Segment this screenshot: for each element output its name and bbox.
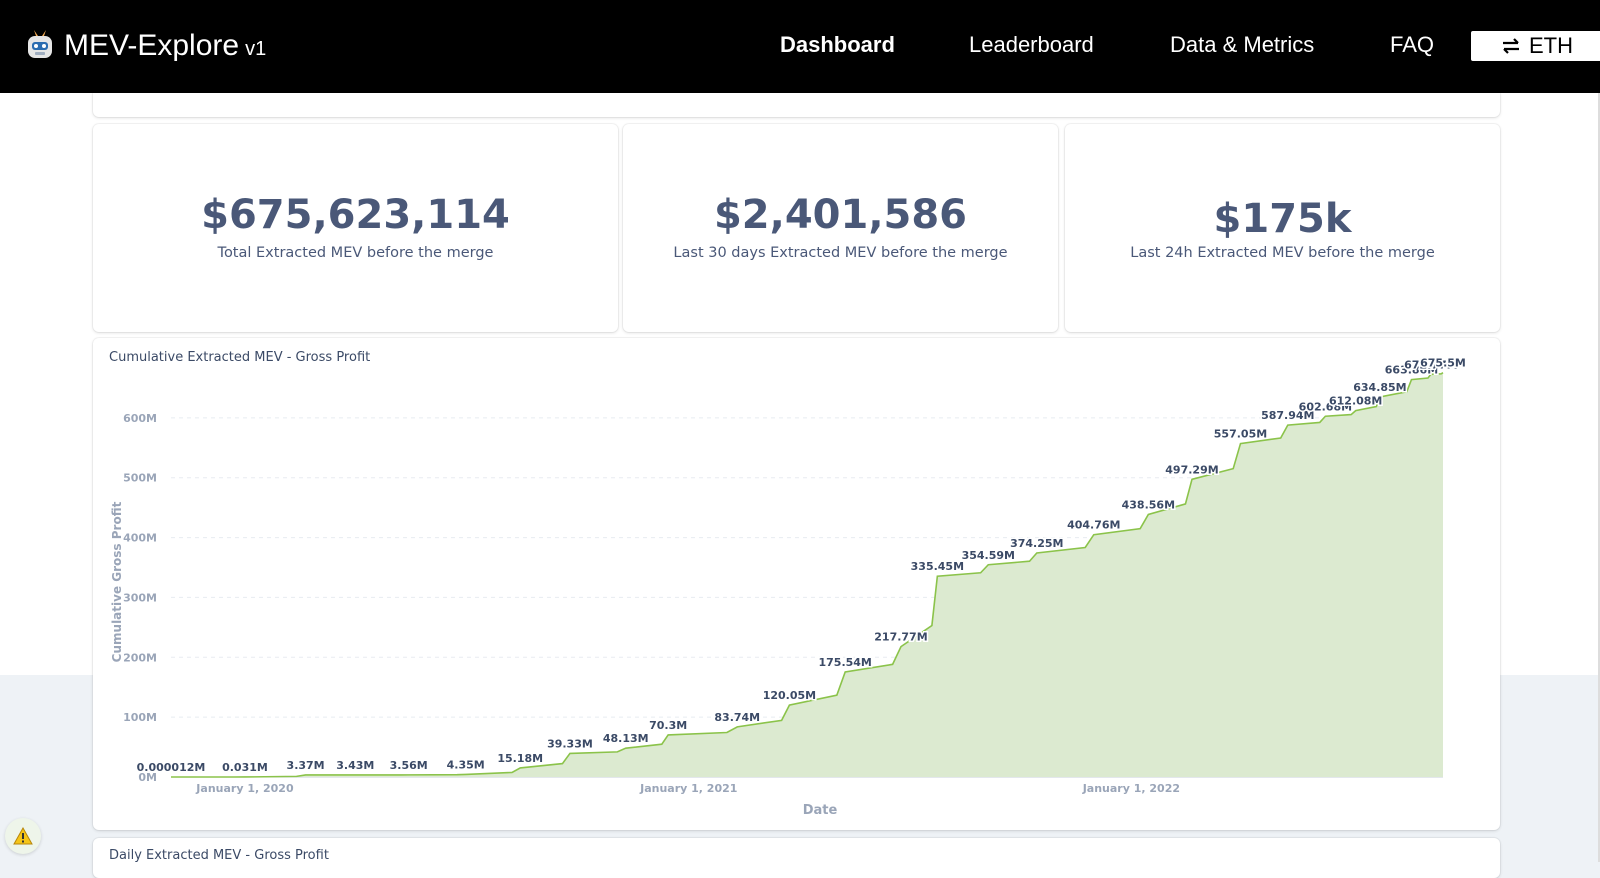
y-tick-label: 100M [123,711,157,724]
data-label: 70.3M [649,719,687,732]
data-label: 175.54M [818,656,871,669]
data-label: 4.35M [447,758,485,771]
nav-leaderboard[interactable]: Leaderboard [969,32,1094,57]
data-label: 15.18M [497,752,543,765]
data-label: 587.94M [1261,409,1314,422]
data-label: 675.5M [1420,357,1466,370]
data-label: 217.77M [874,631,927,644]
data-label: 39.33M [547,737,593,750]
y-axis-label: Cumulative Gross Profit [110,501,124,662]
data-label: 3.37M [287,759,325,772]
previous-card [93,93,1500,117]
x-tick-label: January 1, 2021 [639,782,737,795]
warning-badge[interactable] [5,818,41,854]
brand-name: MEV-Explore v1 [64,29,267,62]
y-tick-label: 400M [123,532,157,545]
stat-last24-value: $175k [1213,196,1352,242]
stat-card-last30: $2,401,586 Last 30 days Extracted MEV be… [623,124,1058,332]
y-tick-label: 500M [123,472,157,485]
data-label: 602.68M [1299,400,1352,413]
brand[interactable]: MEV-Explore v1 [24,24,266,68]
x-tick-label: January 1, 2022 [1082,782,1180,795]
stat-last24-label: Last 24h Extracted MEV before the merge [1130,245,1435,261]
data-label: 354.59M [962,549,1015,562]
x-axis-label: Date [803,803,838,818]
data-label: 0.031M [222,761,268,774]
page-edge [1598,93,1600,862]
brand-version: v1 [245,38,267,60]
cumulative-area [171,372,1443,777]
y-tick-label: 600M [123,412,157,425]
cumulative-line [170,371,1444,778]
warning-icon [13,827,33,845]
nav-dashboard[interactable]: Dashboard [780,32,895,57]
data-label: 634.85M [1353,381,1406,394]
data-label: 374.25M [1010,537,1063,550]
network-label: ETH [1529,33,1573,58]
y-tick-label: 0M [138,771,157,784]
data-label: 0.000012M [137,761,206,774]
stat-total-label: Total Extracted MEV before the merge [217,245,494,261]
data-label: 497.29M [1165,463,1218,476]
y-tick-label: 200M [123,651,157,664]
stat-card-last24: $175k Last 24h Extracted MEV before the … [1065,124,1500,332]
network-switch-button[interactable]: ETH [1471,31,1600,61]
data-label: 83.74M [714,711,760,724]
swap-arrows-icon [1503,38,1519,54]
data-label: 557.05M [1214,428,1267,441]
data-label: 663.86M [1385,364,1438,377]
data-label: 612.08M [1329,395,1382,408]
y-tick-label: 300M [123,591,157,604]
stat-last30-label: Last 30 days Extracted MEV before the me… [673,245,1008,261]
cumulative-chart-card: Cumulative Extracted MEV - Gross Profit … [93,338,1500,830]
stat-last30-value: $2,401,586 [713,192,968,238]
stat-total-value: $675,623,114 [201,192,510,238]
data-label: 48.13M [603,732,649,745]
data-label: 438.56M [1122,498,1175,511]
stat-card-total: $675,623,114 Total Extracted MEV before … [93,124,618,332]
cumulative-chart: 0M 100M 200M 300M 400M 500M 600M January 1, 20… [110,355,1467,818]
nav-faq[interactable]: FAQ [1390,32,1435,57]
robot-logo-icon [28,30,52,58]
data-label: 3.56M [390,759,428,772]
data-label: 404.76M [1067,519,1120,532]
nav-data-metrics[interactable]: Data & Metrics [1170,32,1315,57]
data-label: 672.77M [1404,358,1457,371]
x-tick-label: January 1, 2020 [195,782,294,795]
daily-chart-title: Daily Extracted MEV - Gross Profit [109,848,329,863]
data-label: 335.45M [911,560,964,573]
daily-chart-card: Daily Extracted MEV - Gross Profit [93,838,1500,878]
cumulative-chart-title: Cumulative Extracted MEV - Gross Profit [109,350,371,365]
data-label: 120.05M [763,689,816,702]
data-label: 3.43M [336,759,374,772]
top-navbar: MEV-Explore v1 Dashboard Leaderboard Data… [0,0,1600,93]
